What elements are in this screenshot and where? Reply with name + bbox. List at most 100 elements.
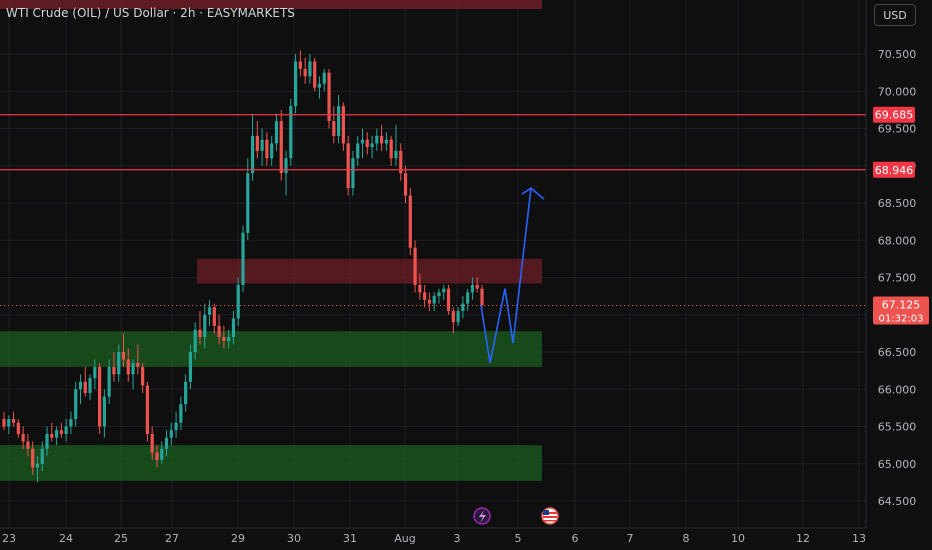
price-tick: 66.500 [878, 346, 917, 359]
candle [78, 374, 83, 405]
candle [7, 415, 11, 434]
candle [231, 311, 236, 345]
candle [11, 411, 16, 427]
price-tick: 67.500 [878, 272, 917, 285]
time-tick: 13 [852, 532, 866, 545]
candle [394, 124, 398, 166]
candle [384, 132, 388, 151]
candle [413, 240, 417, 293]
candle [451, 307, 455, 334]
candle [341, 102, 345, 151]
lightning-icon[interactable] [473, 507, 491, 525]
level-price-label: 69.685 [875, 109, 914, 122]
price-tick: 69.500 [878, 123, 917, 136]
time-tick: 30 [287, 532, 301, 545]
candle [380, 124, 384, 151]
candle [427, 292, 432, 312]
candle [207, 299, 212, 326]
candle [418, 273, 422, 300]
price-tick: 65.500 [878, 421, 917, 434]
candle [174, 411, 178, 438]
candle [160, 441, 164, 464]
candle [241, 225, 245, 293]
candle [332, 106, 336, 144]
time-tick: 8 [683, 532, 690, 545]
candle [83, 366, 87, 397]
price-tick: 68.500 [878, 197, 917, 210]
candle [98, 363, 102, 434]
levels-layer [0, 114, 866, 306]
candle [217, 314, 221, 345]
time-tick: 23 [2, 532, 16, 545]
time-tick: 27 [165, 532, 179, 545]
candle [470, 277, 475, 300]
candle [198, 311, 202, 345]
candle [408, 188, 412, 256]
candle [303, 57, 307, 84]
candle [351, 150, 355, 196]
candle [317, 76, 322, 99]
price-tick: 64.500 [878, 495, 917, 508]
candle [437, 288, 441, 304]
price-tick: 65.000 [878, 458, 917, 471]
candle [456, 307, 460, 326]
zones-layer [0, 0, 542, 481]
candle [356, 135, 360, 166]
candle [403, 165, 408, 203]
time-tick: 31 [343, 532, 357, 545]
candle [360, 128, 365, 159]
candle [375, 128, 379, 151]
candle [126, 348, 130, 382]
candle [313, 57, 317, 92]
price-tick: 66.000 [878, 383, 917, 396]
supply-zone-top [0, 0, 542, 9]
demand-zone [0, 331, 542, 367]
candle [102, 389, 106, 438]
projection-path[interactable] [480, 188, 532, 364]
candle [93, 359, 97, 390]
candle [308, 54, 312, 84]
candle [2, 411, 6, 431]
candle [164, 430, 169, 457]
candle [246, 158, 250, 241]
candle [389, 135, 393, 166]
time-tick: 10 [731, 532, 745, 545]
price-tick: 70.500 [878, 48, 917, 61]
us-flag-icon[interactable] [541, 507, 559, 525]
time-tick: 3 [454, 532, 461, 545]
candle [40, 441, 44, 472]
candle [212, 303, 216, 334]
candle [184, 374, 188, 412]
time-tick: Aug [394, 532, 415, 545]
candle [131, 359, 135, 390]
candle [107, 359, 111, 405]
candle [59, 422, 63, 438]
time-tick: 29 [231, 532, 245, 545]
chart-title: WTI Crude (OIL) / US Dollar · 2h · EASYM… [6, 6, 295, 20]
candle [298, 50, 302, 77]
candle [337, 94, 341, 144]
candle [136, 344, 140, 375]
candle [446, 284, 451, 315]
currency-button[interactable]: USD [874, 4, 916, 26]
candle [399, 143, 403, 181]
time-tick: 5 [515, 532, 522, 545]
candle [346, 135, 350, 196]
candle [203, 303, 207, 349]
candle [236, 277, 240, 326]
candle [188, 344, 193, 390]
time-tick: 12 [796, 532, 810, 545]
time-tick: 24 [59, 532, 73, 545]
candle [260, 128, 264, 166]
candle [279, 109, 283, 181]
current-price-tag [873, 296, 929, 325]
candle [284, 150, 288, 196]
candle [370, 135, 374, 159]
candle [141, 363, 145, 393]
candle [50, 422, 54, 442]
candle [35, 456, 40, 483]
candle [26, 433, 30, 457]
time-axis[interactable]: 23 24 25 27 29 30 31 Aug 3 5 6 7 8 10 12 13 [2, 532, 866, 545]
candle [432, 292, 436, 312]
